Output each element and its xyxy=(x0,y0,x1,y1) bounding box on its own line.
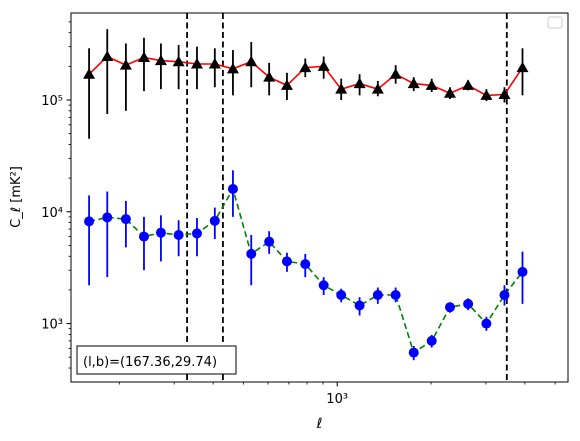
data-point xyxy=(227,183,238,194)
data-point xyxy=(263,71,276,82)
y-tick-label: 10³ xyxy=(41,318,63,333)
data-point xyxy=(444,302,455,313)
data-point xyxy=(138,231,149,242)
data-point xyxy=(372,290,383,301)
x-axis-label: ℓ xyxy=(316,416,323,432)
data-point xyxy=(425,79,438,90)
data-point xyxy=(517,266,528,277)
data-point xyxy=(172,55,185,67)
data-point xyxy=(516,61,529,73)
data-point xyxy=(84,216,95,227)
y-tick-label: 10⁵ xyxy=(41,94,63,109)
data-point xyxy=(102,212,113,223)
data-point xyxy=(481,318,492,329)
data-point xyxy=(246,248,257,259)
data-point xyxy=(354,300,365,311)
data-point xyxy=(120,214,131,225)
data-point xyxy=(190,57,203,69)
data-point xyxy=(426,335,437,346)
data-point xyxy=(498,88,511,99)
data-point xyxy=(281,256,292,267)
data-point xyxy=(300,259,311,270)
data-point xyxy=(499,290,510,301)
data-point xyxy=(480,89,493,100)
series-group xyxy=(84,170,528,361)
data-point xyxy=(154,54,167,66)
data-point xyxy=(83,68,96,79)
data-point xyxy=(119,59,132,70)
data-point xyxy=(317,60,330,71)
data-point xyxy=(155,227,166,238)
y-tick-label: 10⁴ xyxy=(41,206,63,221)
data-point xyxy=(462,79,475,90)
data-point xyxy=(443,87,456,98)
annotation-text: (l,b)=(167.36,29.74) xyxy=(83,355,217,370)
data-point xyxy=(335,83,348,94)
x-tick-label: 10³ xyxy=(326,392,348,407)
data-point xyxy=(101,50,114,61)
plot-series xyxy=(83,29,529,361)
dashed-vertical-lines xyxy=(186,13,508,382)
data-point xyxy=(408,347,419,358)
data-point xyxy=(280,79,293,90)
legend-box xyxy=(547,16,563,29)
data-point xyxy=(191,228,202,239)
data-point xyxy=(371,83,384,94)
data-point xyxy=(137,51,150,62)
data-point xyxy=(208,57,221,69)
data-point xyxy=(245,55,258,67)
data-point xyxy=(264,236,275,247)
data-point xyxy=(353,77,366,89)
axis-ticks: 10³ 10⁴ 10⁵ 10³ xyxy=(41,21,556,407)
data-point xyxy=(318,280,329,291)
data-point xyxy=(226,62,239,74)
plot-frame xyxy=(70,12,569,383)
data-point xyxy=(209,215,220,226)
data-point xyxy=(463,298,474,309)
data-point xyxy=(336,290,347,301)
data-point xyxy=(299,61,312,73)
annotation-box: (l,b)=(167.36,29.74) xyxy=(76,345,237,375)
data-point xyxy=(390,290,401,301)
data-point xyxy=(407,77,420,89)
data-point xyxy=(389,68,402,79)
data-point xyxy=(173,229,184,240)
series-group xyxy=(83,29,529,139)
y-axis-label: C_ℓ [mK²] xyxy=(9,166,24,228)
